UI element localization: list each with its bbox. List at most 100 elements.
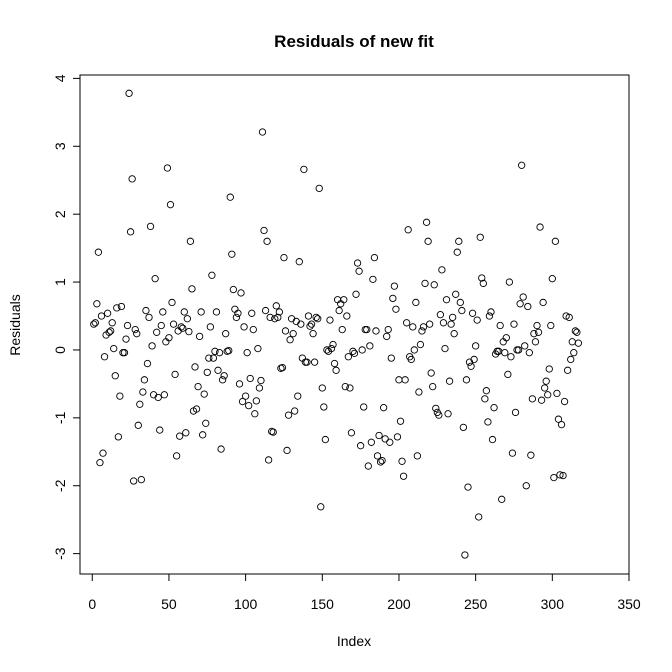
- data-point: [508, 449, 517, 457]
- data-point: [504, 370, 512, 379]
- data-point: [570, 349, 578, 357]
- data-point: [481, 395, 489, 403]
- data-point: [275, 308, 284, 316]
- data-point: [93, 300, 101, 308]
- data-point: [409, 323, 417, 331]
- data-point: [327, 344, 336, 353]
- data-point: [289, 330, 297, 338]
- data-point: [228, 250, 236, 258]
- data-point: [396, 417, 405, 425]
- data-point: [156, 426, 164, 434]
- y-tick-label: -2: [52, 479, 68, 492]
- data-point: [280, 253, 288, 262]
- data-point: [464, 483, 472, 491]
- data-point: [527, 451, 535, 459]
- data-point: [514, 346, 523, 354]
- data-point: [330, 359, 339, 368]
- data-point: [211, 347, 219, 355]
- data-point: [447, 320, 455, 328]
- data-point: [166, 201, 175, 209]
- data-point: [344, 353, 353, 361]
- data-point: [399, 472, 408, 480]
- data-point: [421, 279, 429, 288]
- data-point: [229, 285, 238, 294]
- data-point: [458, 306, 466, 315]
- data-point: [430, 281, 438, 289]
- data-point: [389, 294, 397, 303]
- data-point: [544, 391, 552, 399]
- data-point: [533, 321, 541, 330]
- data-point: [323, 346, 331, 354]
- data-point: [139, 388, 147, 396]
- data-point: [304, 312, 313, 320]
- data-point: [393, 433, 402, 441]
- data-point: [567, 355, 575, 364]
- data-point: [125, 89, 133, 97]
- data-point: [387, 354, 395, 362]
- data-point: [551, 237, 560, 245]
- data-point: [363, 325, 371, 334]
- data-point: [171, 370, 179, 379]
- data-point: [159, 308, 167, 316]
- data-point: [444, 410, 452, 418]
- data-point: [522, 482, 530, 490]
- data-point: [356, 442, 365, 450]
- data-point: [113, 304, 121, 312]
- data-point: [168, 298, 176, 307]
- y-tick-label: 1: [52, 278, 68, 286]
- data-point: [392, 305, 400, 313]
- data-point: [307, 320, 316, 328]
- data-point: [111, 372, 119, 380]
- data-point: [130, 477, 138, 485]
- data-point: [146, 222, 155, 231]
- data-point: [295, 258, 303, 266]
- data-point: [248, 309, 256, 317]
- data-point: [370, 253, 379, 262]
- data-point: [123, 321, 132, 330]
- data-point: [539, 298, 547, 307]
- data-point: [550, 473, 558, 482]
- data-point: [534, 328, 543, 336]
- data-point: [157, 321, 165, 330]
- data-point: [238, 397, 247, 406]
- data-point: [485, 312, 494, 320]
- data-point: [91, 319, 99, 327]
- data-point: [225, 346, 233, 355]
- data-point: [438, 266, 446, 274]
- data-point: [260, 226, 268, 235]
- data-point: [241, 392, 250, 400]
- y-axis: -3 -2 -1 0 1 2 3 4: [52, 74, 81, 560]
- data-point: [202, 419, 210, 427]
- data-point: [346, 384, 354, 392]
- y-tick-label: 4: [52, 74, 68, 82]
- data-point: [103, 309, 112, 317]
- data-point: [547, 321, 555, 330]
- data-point: [90, 320, 98, 328]
- data-point: [459, 423, 468, 432]
- data-point: [283, 446, 291, 455]
- data-point: [473, 316, 481, 324]
- data-point: [310, 358, 319, 366]
- x-tick-label: 0: [88, 596, 96, 612]
- data-point: [208, 271, 216, 279]
- data-point: [131, 325, 139, 334]
- data-point: [160, 391, 168, 399]
- data-point: [358, 346, 366, 354]
- data-point: [381, 435, 389, 443]
- data-point: [120, 349, 129, 357]
- data-point: [136, 400, 144, 408]
- data-point: [452, 290, 460, 298]
- data-point: [269, 428, 277, 436]
- data-point: [376, 458, 385, 466]
- data-point: [122, 335, 130, 343]
- data-point: [571, 327, 579, 335]
- data-point: [148, 342, 156, 350]
- data-point: [352, 290, 360, 298]
- data-point: [395, 376, 403, 384]
- x-tick-label: 150: [311, 596, 335, 612]
- data-point: [318, 384, 326, 392]
- data-point: [326, 316, 334, 324]
- data-point: [410, 346, 418, 354]
- data-point: [511, 408, 520, 417]
- data-point: [212, 308, 221, 316]
